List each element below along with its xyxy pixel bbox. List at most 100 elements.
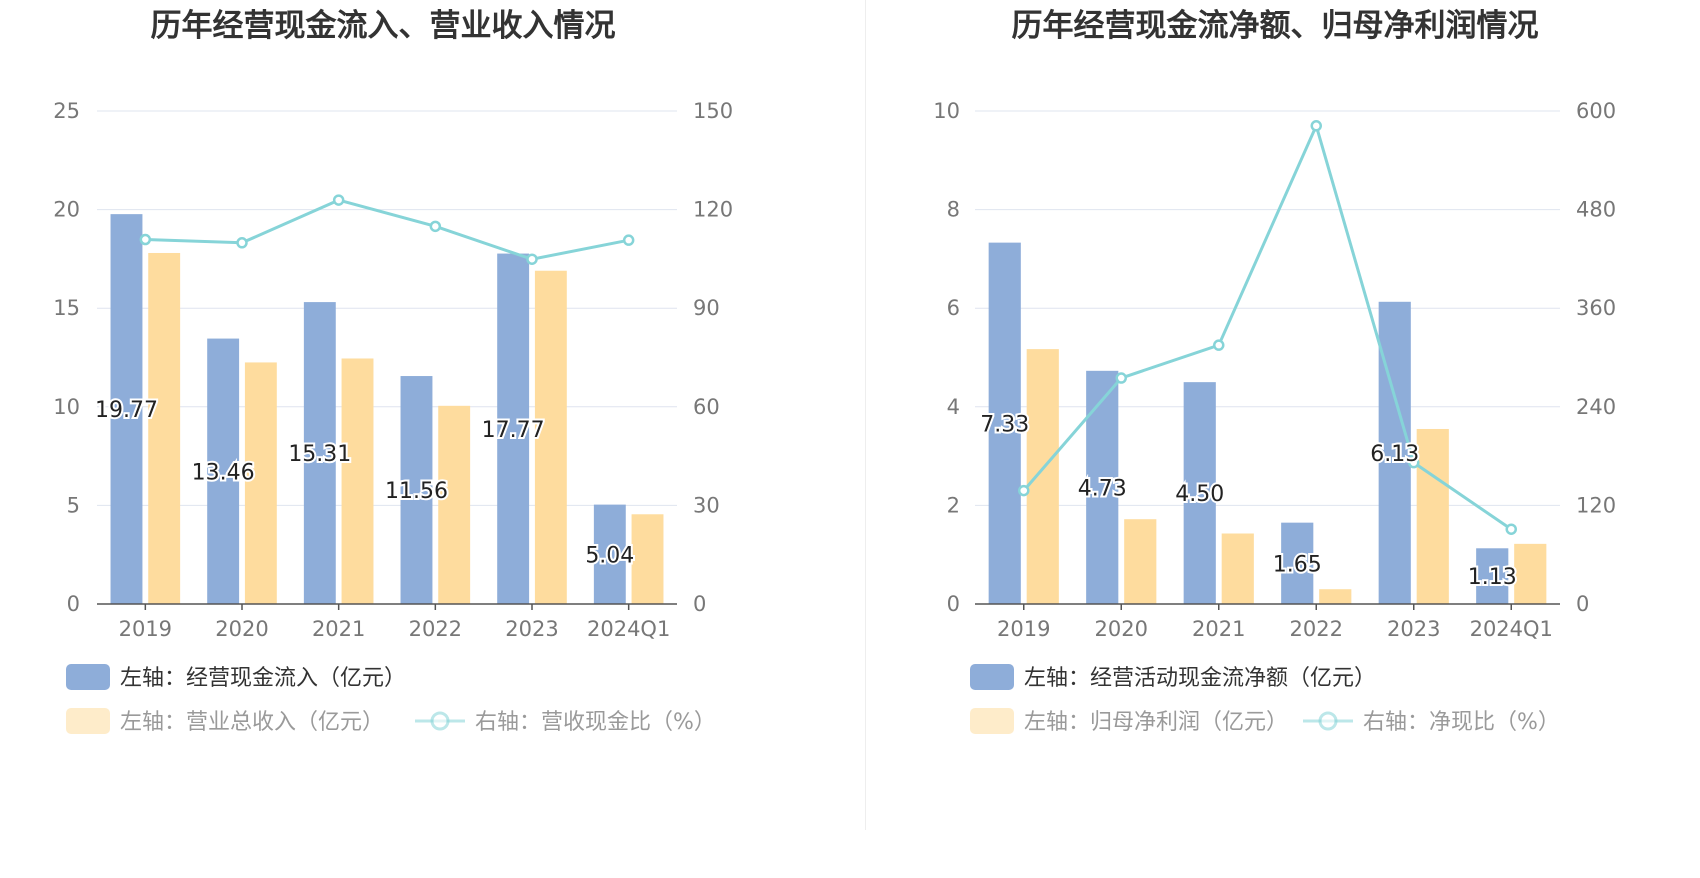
bar-secondary bbox=[534, 270, 567, 604]
y-right-tick-label: 600 bbox=[1576, 99, 1616, 123]
y-left-tick-label: 2 bbox=[947, 493, 960, 517]
legend-label-primary: 左轴：经营活动现金流净额（亿元） bbox=[1024, 666, 1376, 691]
legend-label-line: 右轴：营收现金比（%） bbox=[475, 710, 716, 735]
chart-panel-right: 历年经营现金流净额、归母净利润情况 0 0 2 120 4 240 6 360 8 480 10 600… bbox=[850, 0, 1700, 874]
legend-label-primary: 左轴：经营现金流入（亿元） bbox=[120, 666, 406, 691]
x-tick-label: 2024Q1 bbox=[587, 617, 670, 641]
legend-label-line: 右轴：净现比（%） bbox=[1363, 710, 1560, 735]
legend-line-marker bbox=[1318, 711, 1338, 731]
y-left-tick-label: 10 bbox=[933, 99, 960, 123]
ratio-line-point bbox=[622, 234, 635, 246]
bar-secondary bbox=[1416, 428, 1449, 604]
legend-swatch-primary bbox=[970, 664, 1014, 690]
ratio-line bbox=[145, 198, 629, 261]
bar-data-label: 19.77 bbox=[95, 398, 158, 423]
panel-divider bbox=[865, 0, 866, 830]
legend-swatch-secondary bbox=[66, 708, 110, 734]
y-left-tick-label: 5 bbox=[67, 493, 80, 517]
y-left-tick-label: 4 bbox=[947, 395, 960, 419]
x-tick-label: 2021 bbox=[312, 617, 365, 641]
x-tick-label: 2023 bbox=[1387, 617, 1440, 641]
ratio-line-point bbox=[139, 233, 152, 246]
bar-primary bbox=[303, 302, 336, 604]
y-left-tick-label: 0 bbox=[67, 592, 80, 616]
bar-primary bbox=[1086, 370, 1119, 604]
bar-data-label: 6.13 bbox=[1370, 442, 1419, 467]
bar-secondary bbox=[1124, 519, 1157, 604]
bar-primary bbox=[497, 253, 530, 604]
y-right-tick-label: 0 bbox=[1576, 592, 1589, 616]
bar-secondary bbox=[1221, 533, 1254, 604]
ratio-line-point bbox=[1115, 372, 1127, 384]
bar-secondary bbox=[631, 514, 664, 604]
bar-primary bbox=[400, 376, 433, 604]
x-tick-label: 2019 bbox=[997, 617, 1050, 641]
chart-panel-left: 历年经营现金流入、营业收入情况 0 0 5 30 10 60 15 90 20 120 25 150 20… bbox=[0, 0, 850, 874]
y-left-tick-label: 15 bbox=[53, 296, 80, 320]
bar-primary bbox=[110, 214, 143, 604]
y-right-tick-label: 150 bbox=[693, 99, 733, 123]
y-right-tick-label: 480 bbox=[1576, 198, 1616, 222]
bar-secondary bbox=[244, 362, 277, 604]
x-tick-label: 2019 bbox=[119, 617, 172, 641]
ratio-line-point bbox=[1408, 456, 1420, 469]
chart-right: 历年经营现金流净额、归母净利润情况 0 0 2 120 4 240 6 360 8 480 10 600… bbox=[933, 8, 1616, 735]
bar-data-label: 5.04 bbox=[585, 543, 634, 568]
bar-data-label: 4.73 bbox=[1078, 476, 1127, 501]
bar-primary bbox=[1281, 522, 1314, 604]
bar-primary bbox=[207, 338, 240, 604]
bar-secondary bbox=[148, 252, 181, 604]
ratio-line-point bbox=[236, 237, 248, 249]
ratio-line-point bbox=[1213, 339, 1225, 351]
x-tick-label: 2023 bbox=[505, 617, 558, 641]
x-tick-label: 2021 bbox=[1192, 617, 1245, 641]
bar-secondary bbox=[438, 405, 471, 604]
legend-line-marker bbox=[430, 711, 450, 731]
y-right-tick-label: 90 bbox=[693, 296, 720, 320]
bar-data-label: 1.13 bbox=[1468, 565, 1517, 590]
y-right-tick-label: 120 bbox=[693, 198, 733, 222]
bar-primary bbox=[1476, 548, 1509, 604]
y-left-tick-label: 8 bbox=[947, 198, 960, 222]
ratio-line-point bbox=[1505, 523, 1517, 535]
y-right-tick-label: 120 bbox=[1576, 493, 1616, 517]
bar-secondary bbox=[1026, 349, 1059, 604]
bar-data-label: 4.50 bbox=[1175, 482, 1224, 507]
bar-data-label: 1.65 bbox=[1273, 552, 1322, 577]
chart-title: 历年经营现金流净额、归母净利润情况 bbox=[1012, 8, 1539, 44]
ratio-line bbox=[1022, 121, 1513, 531]
x-tick-label: 2022 bbox=[1290, 617, 1343, 641]
x-tick-label: 2024Q1 bbox=[1470, 617, 1553, 641]
y-left-tick-label: 25 bbox=[53, 99, 80, 123]
bar-primary bbox=[1378, 301, 1411, 604]
legend-swatch-primary bbox=[66, 664, 110, 690]
ratio-line-point bbox=[1018, 484, 1030, 497]
y-right-tick-label: 360 bbox=[1576, 296, 1616, 320]
y-right-tick-label: 60 bbox=[693, 395, 720, 419]
chart-left: 历年经营现金流入、营业收入情况 0 0 5 30 10 60 15 90 20 120 25 150 20… bbox=[53, 8, 733, 735]
legend-label-secondary: 左轴：归母净利润（亿元） bbox=[1024, 710, 1288, 735]
y-left-tick-label: 6 bbox=[947, 296, 960, 320]
y-left-tick-label: 0 bbox=[947, 592, 960, 616]
bar-primary bbox=[1183, 382, 1216, 604]
bar-data-label: 17.77 bbox=[482, 418, 545, 443]
y-right-tick-label: 0 bbox=[693, 592, 706, 616]
bar-secondary bbox=[1514, 543, 1547, 604]
y-right-tick-label: 240 bbox=[1576, 395, 1616, 419]
y-left-tick-label: 20 bbox=[53, 198, 80, 222]
bar-secondary bbox=[1319, 589, 1352, 604]
chart-title: 历年经营现金流入、营业收入情况 bbox=[151, 8, 616, 44]
ratio-line-point bbox=[526, 253, 538, 265]
y-left-tick-label: 10 bbox=[53, 395, 80, 419]
bar-primary bbox=[593, 504, 626, 604]
x-tick-label: 2020 bbox=[215, 617, 268, 641]
bar-data-label: 15.31 bbox=[288, 442, 351, 467]
bar-secondary bbox=[341, 358, 374, 604]
bar-data-label: 11.56 bbox=[385, 479, 448, 504]
legend-swatch-secondary bbox=[970, 708, 1014, 734]
bar-primary bbox=[988, 242, 1021, 605]
x-tick-label: 2020 bbox=[1095, 617, 1148, 641]
y-right-tick-label: 30 bbox=[693, 493, 720, 517]
bar-data-label: 7.33 bbox=[980, 412, 1029, 437]
x-tick-label: 2022 bbox=[409, 617, 462, 641]
